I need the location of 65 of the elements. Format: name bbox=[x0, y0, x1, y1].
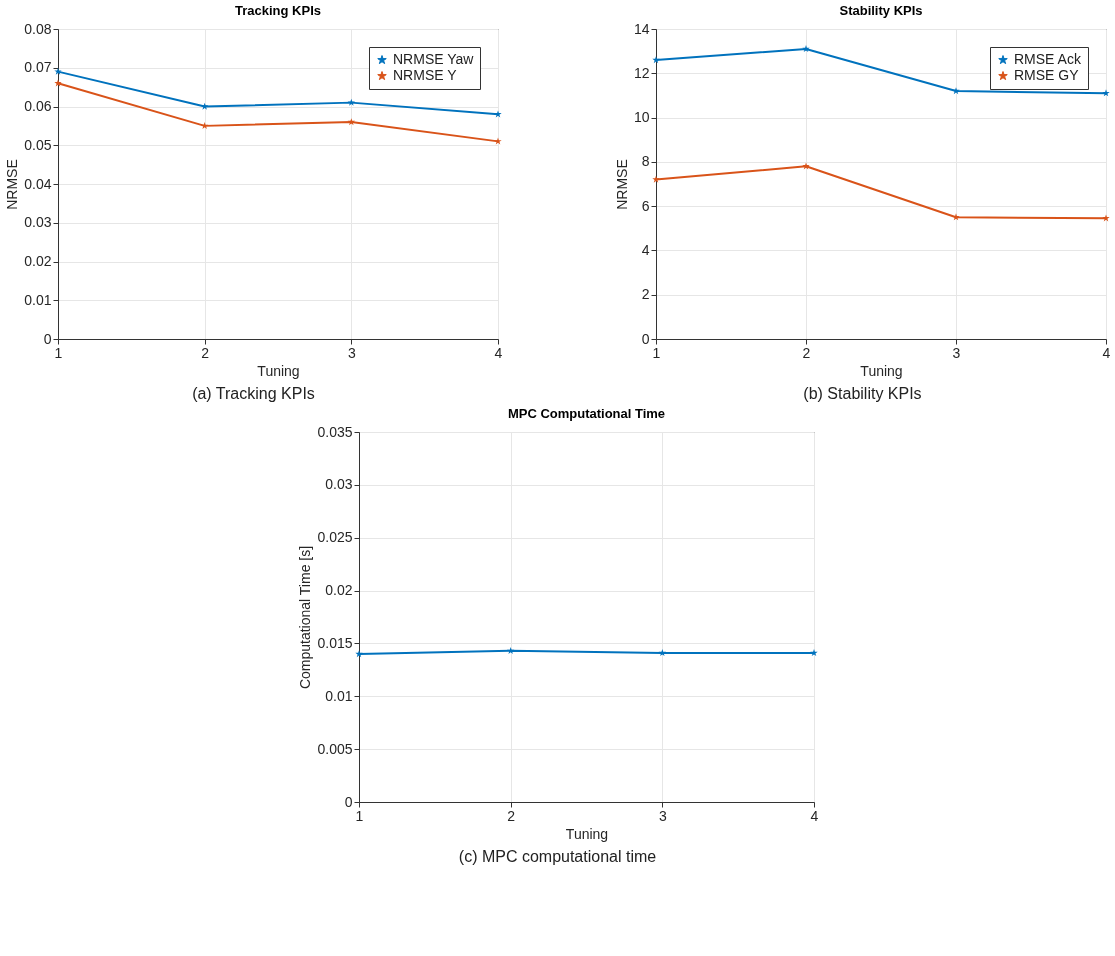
x-tick-label: 3 bbox=[347, 344, 356, 361]
x-tick-label: 4 bbox=[494, 344, 503, 361]
y-tick-label: 0.035 bbox=[316, 423, 353, 440]
x-tick-label: 2 bbox=[802, 344, 811, 361]
x-tick-label: 1 bbox=[54, 344, 63, 361]
text: (a) Tracking KPIs bbox=[192, 385, 315, 403]
y-tick-label: 0.01 bbox=[324, 687, 353, 704]
y-tick-label: 0.01 bbox=[24, 291, 52, 308]
point bbox=[54, 79, 62, 87]
y-tick-label: 0.07 bbox=[24, 59, 52, 76]
y-tick-label: 0.04 bbox=[24, 175, 52, 192]
x-tick-label: 3 bbox=[952, 344, 961, 361]
y-tick-label: 0.025 bbox=[316, 529, 353, 546]
legend-label: NRMSE Y bbox=[393, 67, 458, 83]
y-tick-label: 0.08 bbox=[24, 20, 52, 37]
y-tick-label: 0.005 bbox=[316, 740, 353, 757]
point bbox=[652, 56, 660, 64]
y-axis-title: NRMSE bbox=[613, 159, 630, 210]
x-tick-label: 1 bbox=[652, 344, 661, 361]
chart-title: Stability KPIs bbox=[839, 3, 923, 18]
y-tick-label: 8 bbox=[641, 153, 650, 170]
y-tick-label: 10 bbox=[633, 109, 650, 126]
point bbox=[952, 213, 960, 221]
y-axis-title: Computational Time [s] bbox=[296, 545, 313, 690]
x-tick-label: 2 bbox=[201, 344, 210, 361]
y-tick-label: 2 bbox=[641, 286, 650, 303]
y-tick-label: 12 bbox=[633, 64, 650, 81]
point bbox=[952, 87, 960, 95]
y-tick-label: 0.03 bbox=[24, 214, 52, 231]
legend-label: RMSE Ack bbox=[1014, 51, 1082, 67]
y-tick-label: 4 bbox=[641, 241, 650, 258]
y-tick-label: 0 bbox=[344, 793, 353, 810]
y-tick-label: 0 bbox=[43, 330, 52, 347]
y-tick-label: 0 bbox=[641, 330, 650, 347]
point bbox=[1102, 89, 1110, 97]
x-axis-title: Tuning bbox=[565, 825, 608, 842]
x-tick-label: 4 bbox=[810, 807, 819, 824]
y-tick-label: 14 bbox=[633, 20, 650, 37]
y-axis-title: NRMSE bbox=[4, 159, 21, 210]
x-axis-title: Tuning bbox=[257, 362, 300, 379]
y-tick-label: 6 bbox=[641, 197, 650, 214]
text: (b) Stability KPIs bbox=[803, 385, 922, 403]
y-tick-label: 0.05 bbox=[24, 136, 52, 153]
point bbox=[494, 137, 502, 145]
point bbox=[802, 162, 810, 170]
x-axis-title: Tuning bbox=[860, 362, 903, 379]
point bbox=[54, 67, 62, 75]
x-tick-label: 3 bbox=[658, 807, 667, 824]
point bbox=[652, 175, 660, 183]
text: (c) MPC computational time bbox=[458, 848, 657, 866]
chart-title: MPC Computational Time bbox=[507, 406, 665, 421]
legend-label: RMSE GY bbox=[1014, 67, 1080, 83]
y-tick-label: 0.03 bbox=[324, 476, 353, 493]
point bbox=[347, 98, 356, 106]
point bbox=[494, 110, 502, 118]
x-tick-label: 4 bbox=[1102, 344, 1111, 361]
x-tick-label: 2 bbox=[506, 807, 515, 824]
point bbox=[1102, 214, 1110, 222]
y-tick-label: 0.02 bbox=[324, 582, 353, 599]
y-tick-label: 0.015 bbox=[316, 634, 353, 651]
y-tick-label: 0.06 bbox=[24, 98, 52, 114]
chart-title: Tracking KPIs bbox=[235, 3, 321, 18]
y-tick-label: 0.02 bbox=[24, 253, 52, 269]
legend-label: NRMSE Yaw bbox=[393, 51, 475, 67]
x-tick-label: 1 bbox=[355, 807, 364, 824]
